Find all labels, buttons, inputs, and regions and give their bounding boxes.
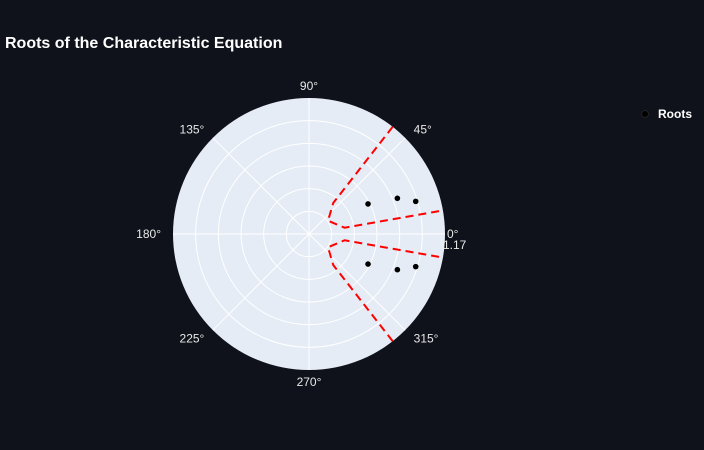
legend-marker-roots <box>642 111 648 117</box>
legend[interactable]: Roots <box>642 107 692 121</box>
angular-grid-spoke <box>212 137 310 235</box>
radial-tick-label: 1.17 <box>443 238 467 252</box>
root-marker <box>365 261 371 267</box>
angular-grid-spoke <box>308 233 406 331</box>
root-marker <box>365 201 371 207</box>
angular-tick-label: 0° <box>447 227 459 241</box>
angular-grid-spoke <box>212 233 310 331</box>
chart-title: Roots of the Characteristic Equation <box>5 35 283 52</box>
legend-label-roots: Roots <box>658 107 692 121</box>
root-marker <box>412 263 419 270</box>
angular-tick-label: 135° <box>180 122 205 136</box>
angular-tick-label: 225° <box>180 332 205 346</box>
angular-grid-spoke <box>308 137 406 235</box>
angular-tick-label: 180° <box>136 227 161 241</box>
angular-tick-label: 45° <box>414 122 432 136</box>
angular-tick-label: 315° <box>414 332 439 346</box>
root-marker <box>394 266 401 273</box>
root-marker <box>394 195 401 202</box>
angular-tick-label: 270° <box>297 375 322 389</box>
angular-tick-label: 90° <box>300 79 318 93</box>
root-marker <box>412 198 419 205</box>
